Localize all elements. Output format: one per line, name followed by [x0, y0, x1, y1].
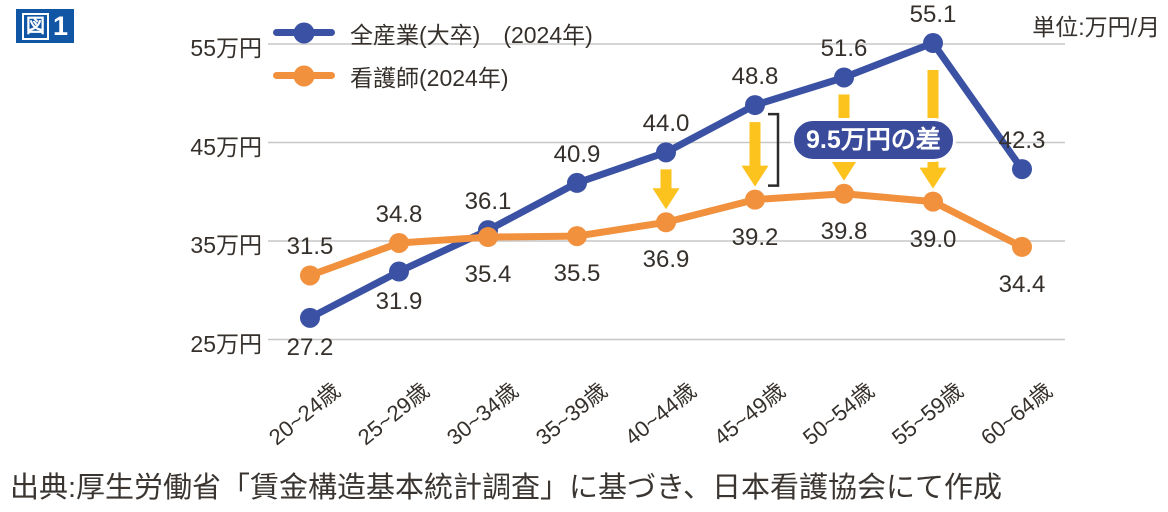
- data-label: 39.8: [820, 217, 868, 245]
- data-label: 36.9: [642, 246, 690, 274]
- data-label: 39.2: [731, 223, 779, 251]
- legend-item-all-industries: 全産業(大卒) (2024年): [273, 11, 593, 54]
- data-point-dot: [834, 67, 854, 88]
- figure-badge-number: 1: [52, 10, 69, 41]
- data-point-dot: [300, 307, 320, 328]
- line-marker-icon: [273, 65, 335, 86]
- y-tick-label: 55万円: [190, 35, 262, 61]
- data-label: 39.0: [909, 225, 957, 253]
- data-label: 51.6: [820, 35, 868, 63]
- data-point-dot: [923, 191, 943, 212]
- data-point-dot: [656, 212, 676, 233]
- data-point-dot: [389, 232, 409, 253]
- data-point-dot: [745, 95, 765, 116]
- data-label: 34.4: [998, 270, 1046, 298]
- data-point-dot: [567, 226, 587, 247]
- y-tick-label: 25万円: [190, 330, 262, 357]
- data-label: 35.4: [464, 261, 512, 289]
- data-label: 42.3: [998, 127, 1046, 155]
- figure-badge-kanji: 図: [21, 12, 49, 40]
- data-label: 40.9: [553, 140, 601, 168]
- data-point-dot: [745, 189, 765, 210]
- data-label: 27.2: [286, 333, 334, 361]
- point-marker-icon: [293, 22, 315, 43]
- data-label: 55.1: [909, 1, 957, 28]
- data-point-dot: [1012, 236, 1032, 257]
- data-label: 31.9: [375, 287, 423, 315]
- data-label: 34.8: [375, 200, 423, 228]
- data-label: 35.5: [553, 260, 601, 288]
- down-arrow-icon: [652, 169, 680, 210]
- difference-bracket: [768, 112, 780, 187]
- legend-label-nurses: 看護師(2024年): [350, 64, 509, 91]
- data-label: 36.1: [464, 188, 512, 216]
- legend-label-all-industries: 全産業(大卒) (2024年): [350, 21, 593, 48]
- data-label: 31.5: [286, 233, 334, 261]
- unit-label: 単位:万円/月: [1032, 14, 1160, 40]
- data-label: 44.0: [642, 110, 690, 138]
- data-point-dot: [389, 261, 409, 282]
- data-label: 48.8: [731, 63, 779, 91]
- line-marker-icon: [273, 22, 335, 43]
- data-point-dot: [478, 227, 498, 248]
- data-point-dot: [923, 33, 943, 54]
- y-tick-label: 35万円: [190, 232, 262, 258]
- data-point-dot: [834, 183, 854, 204]
- data-point-dot: [567, 172, 587, 193]
- point-marker-icon: [293, 65, 315, 86]
- figure-badge: 図 1: [16, 9, 74, 43]
- data-point-dot: [1012, 159, 1032, 180]
- down-arrow-icon: [741, 122, 769, 187]
- data-point-dot: [656, 142, 676, 163]
- chart-legend: 全産業(大卒) (2024年) 看護師(2024年): [273, 11, 593, 97]
- y-tick-label: 45万円: [190, 133, 262, 160]
- legend-item-nurses: 看護師(2024年): [273, 54, 593, 97]
- source-text: 出典:厚生労働省「賃金構造基本統計調査」に基づき、日本看護協会にて作成: [10, 472, 1003, 504]
- difference-annotation-pill: 9.5万円の差: [791, 118, 956, 162]
- data-point-dot: [300, 265, 320, 286]
